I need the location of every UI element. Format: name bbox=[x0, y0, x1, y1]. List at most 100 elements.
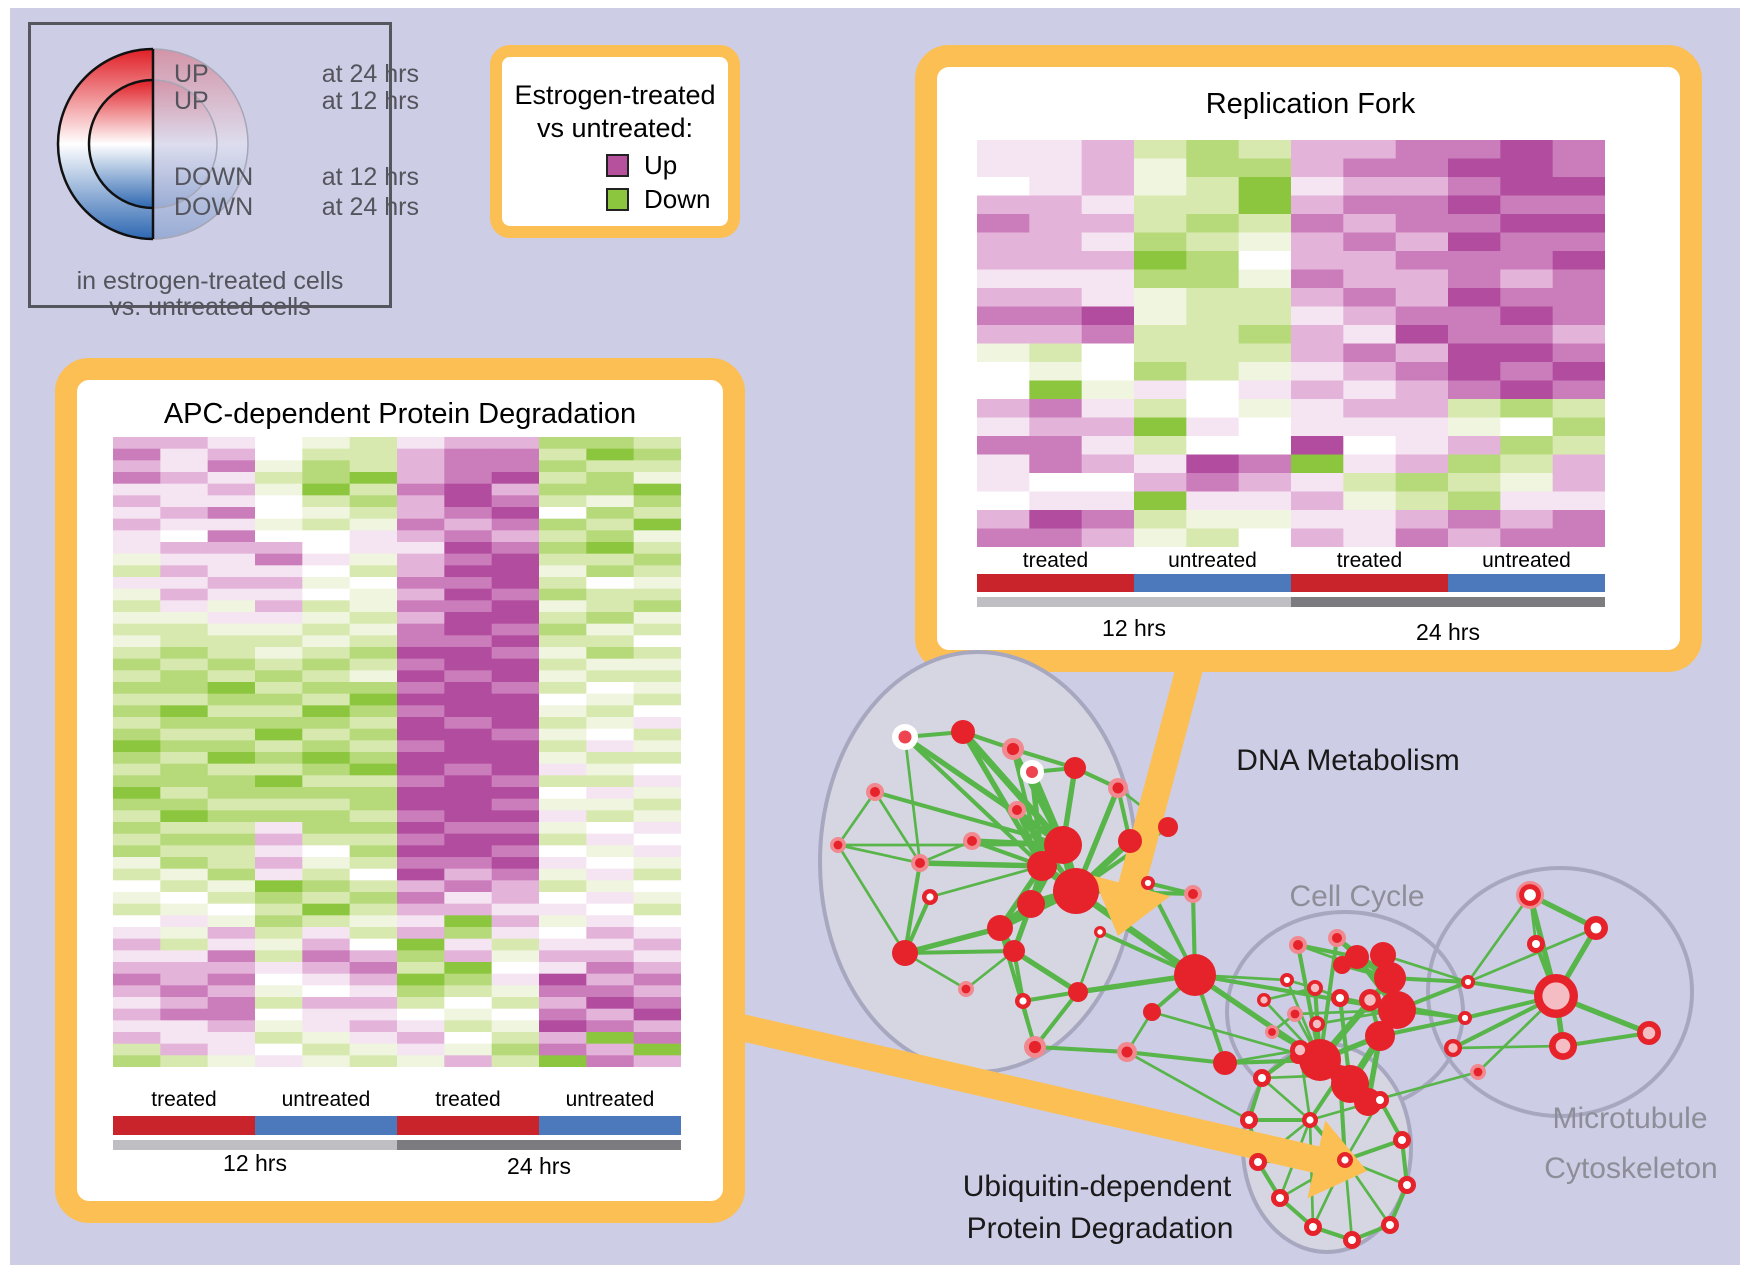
heatmap-cell bbox=[586, 903, 635, 916]
heatmap-cell bbox=[397, 612, 445, 625]
heatmap-cell bbox=[1500, 158, 1554, 178]
heatmap-cell bbox=[397, 868, 445, 881]
heatmap-cell bbox=[633, 857, 681, 870]
heatmap-cell bbox=[586, 647, 635, 660]
heatmap-cell bbox=[1029, 177, 1083, 196]
heatmap-cell bbox=[1238, 214, 1292, 233]
up-color-swatch bbox=[606, 153, 629, 177]
heatmap-cell bbox=[1238, 325, 1292, 344]
heatmap-cell bbox=[1029, 399, 1083, 418]
heatmap-cell bbox=[1186, 269, 1240, 289]
heatmap-cell bbox=[1134, 436, 1187, 455]
heatmap-cell bbox=[255, 495, 303, 508]
heatmap-cell bbox=[113, 483, 161, 496]
heatmap-cell bbox=[1134, 417, 1187, 437]
heatmap-cell bbox=[1395, 436, 1449, 455]
heatmap-cell bbox=[1448, 195, 1501, 215]
heatmap-cell bbox=[444, 833, 493, 846]
heatmap-cell bbox=[160, 682, 209, 695]
heatmap-cell bbox=[1343, 269, 1397, 289]
heatmap-cell bbox=[586, 752, 635, 765]
heatmap-cell bbox=[1448, 158, 1501, 178]
heatmap-cell bbox=[113, 507, 161, 520]
heatmap-cell bbox=[586, 775, 635, 788]
heatmap-cell bbox=[1291, 214, 1344, 233]
heatmap-cell bbox=[160, 950, 209, 963]
heatmap-cell bbox=[255, 577, 303, 590]
heatmap-cell bbox=[633, 565, 681, 578]
heatmap-cell bbox=[255, 542, 303, 555]
heatmap-cell bbox=[349, 635, 398, 648]
heatmap-cell bbox=[1552, 251, 1605, 270]
heatmap-cell bbox=[349, 857, 398, 870]
heatmap-cell bbox=[539, 892, 587, 905]
heatmap-cell bbox=[1343, 177, 1397, 196]
heatmap-cell bbox=[491, 577, 540, 590]
heatmap-cell bbox=[207, 518, 256, 531]
heatmap-cell bbox=[302, 507, 351, 520]
heatmap-cell bbox=[113, 938, 161, 951]
heatmap-cell bbox=[633, 623, 681, 636]
heatmap-cell bbox=[349, 647, 398, 660]
heatmap-cell bbox=[491, 973, 540, 986]
heatmap-cell bbox=[539, 868, 587, 881]
heatmap-cell bbox=[1081, 177, 1135, 196]
heatmap-cell bbox=[491, 752, 540, 765]
heatmap-cell bbox=[302, 1008, 351, 1021]
heatmap-cell bbox=[160, 892, 209, 905]
heatmap-cell bbox=[633, 787, 681, 800]
heatmap-cell bbox=[255, 565, 303, 578]
heatmap-cell bbox=[444, 565, 493, 578]
heatmap-cell bbox=[586, 483, 635, 496]
heatmap-cell bbox=[1343, 528, 1397, 547]
heatmap-cell bbox=[1343, 343, 1397, 363]
heatmap-cell bbox=[255, 985, 303, 998]
heatmap-cell bbox=[207, 997, 256, 1010]
heatmap-cell bbox=[1395, 195, 1449, 215]
heatmap-cell bbox=[1552, 232, 1605, 252]
heatmap-cell bbox=[539, 938, 587, 951]
heatmap-cell bbox=[255, 915, 303, 928]
heatmap-cell bbox=[349, 927, 398, 940]
heatmap-cell bbox=[207, 623, 256, 636]
heatmap-cell bbox=[586, 962, 635, 975]
heatmap-cell bbox=[539, 833, 587, 846]
heatmap-cell bbox=[397, 635, 445, 648]
heatmap-cell bbox=[397, 728, 445, 741]
heatmap-cell bbox=[160, 565, 209, 578]
heatmap-cell bbox=[160, 868, 209, 881]
heatmap-cell bbox=[302, 705, 351, 718]
heatmap-cell bbox=[633, 495, 681, 508]
heatmap-cell bbox=[255, 787, 303, 800]
heatmap-cell bbox=[349, 472, 398, 485]
heatmap-cell bbox=[1186, 510, 1240, 529]
heatmap-cell bbox=[1186, 177, 1240, 196]
heatmap-cell bbox=[207, 892, 256, 905]
heatmap-cell bbox=[491, 518, 540, 531]
heatmap-cell bbox=[349, 962, 398, 975]
heatmap-cell bbox=[160, 600, 209, 613]
heatmap-cell bbox=[255, 962, 303, 975]
heatmap-cell bbox=[160, 693, 209, 706]
heatmap-cell bbox=[397, 845, 445, 858]
heatmap-cell bbox=[302, 542, 351, 555]
heatmap-cell bbox=[444, 437, 493, 450]
heatmap-cell bbox=[1395, 214, 1449, 233]
heatmap-cell bbox=[1134, 214, 1187, 233]
heatmap-cell bbox=[633, 810, 681, 823]
heatmap-cell bbox=[1448, 177, 1501, 196]
heatmap-cell bbox=[491, 483, 540, 496]
heatmap-cell bbox=[397, 997, 445, 1010]
heatmap-cell bbox=[113, 1032, 161, 1045]
heatmap-cell bbox=[491, 553, 540, 566]
heatmap-cell bbox=[160, 647, 209, 660]
heatmap-cell bbox=[1081, 473, 1135, 492]
heatmap-cell bbox=[1081, 140, 1135, 159]
heatmap-cell bbox=[349, 775, 398, 788]
heatmap-cell bbox=[255, 448, 303, 461]
heatmap-cell bbox=[1238, 158, 1292, 178]
heatmap-cell bbox=[349, 693, 398, 706]
heatmap-cell bbox=[397, 950, 445, 963]
heatmap-cell bbox=[160, 997, 209, 1010]
heatmap-cell bbox=[1343, 436, 1397, 455]
